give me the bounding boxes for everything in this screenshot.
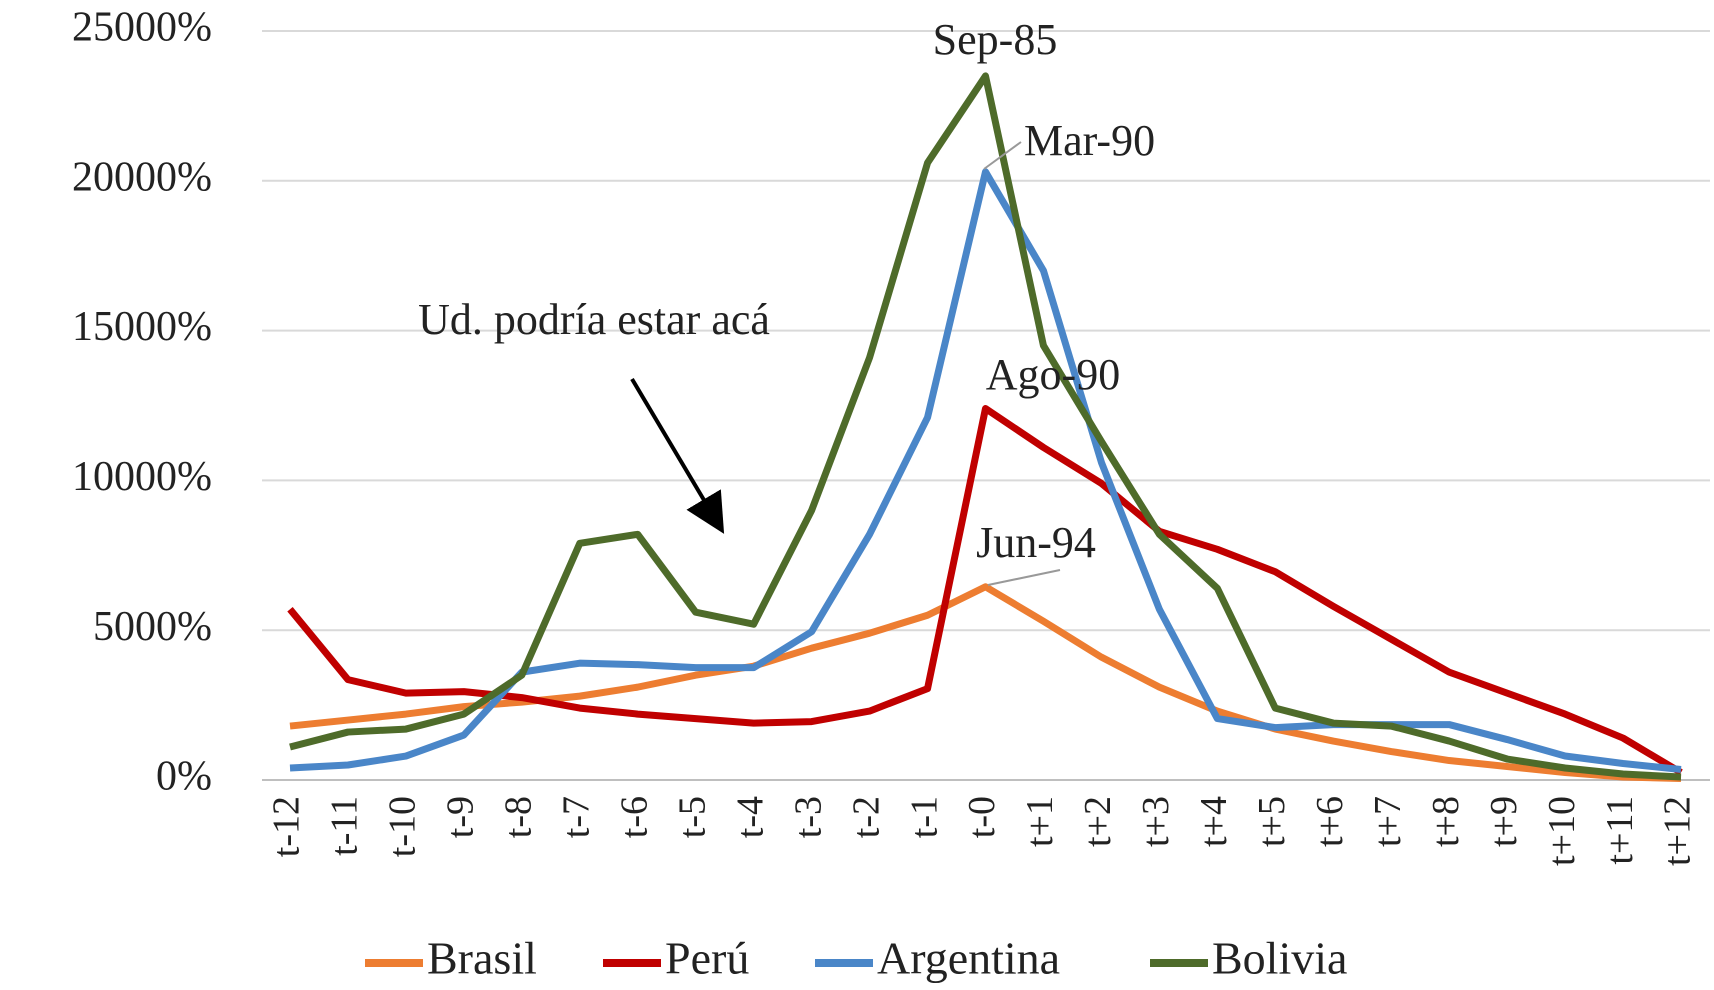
legend-label: Bolivia	[1212, 933, 1347, 984]
x-tick-label: t-1	[903, 796, 945, 838]
annotation: Ago-90	[986, 350, 1120, 399]
x-tick-label: t-7	[556, 796, 598, 838]
x-tick-label: t-11	[324, 796, 366, 856]
x-tick-label: t+1	[1019, 796, 1061, 847]
x-tick-label: t+12	[1657, 796, 1699, 866]
y-tick-label: 10000%	[72, 454, 212, 500]
y-tick-label: 15000%	[72, 304, 212, 350]
legend-label: Argentina	[877, 933, 1060, 984]
x-tick-label: t+5	[1251, 796, 1293, 847]
x-tick-label: t+2	[1077, 796, 1119, 847]
annotation: Sep-85	[933, 15, 1058, 64]
x-tick-label: t+6	[1309, 796, 1351, 847]
annotation: Ud. podría estar acá	[418, 295, 770, 344]
x-tick-label: t+10	[1541, 796, 1583, 866]
x-tick-label: t+3	[1135, 796, 1177, 847]
x-tick-label: t-10	[382, 796, 424, 857]
legend-label: Perú	[665, 933, 749, 984]
series-line	[289, 72, 1682, 781]
x-tick-label: t+9	[1483, 796, 1525, 847]
series-line	[287, 404, 1683, 776]
y-tick-label: 25000%	[72, 5, 212, 51]
plot: 0% 5000% 10000% 15000% 20000% 25000% t-12 t-11 t…	[72, 5, 1710, 984]
y-tick-label: 5000%	[93, 604, 212, 650]
x-tick-label: t+11	[1599, 796, 1641, 865]
leader-line	[983, 141, 1022, 170]
x-tick-label: t-0	[961, 796, 1003, 838]
leader-line	[987, 569, 1061, 586]
x-tick-label: t-2	[845, 796, 887, 838]
x-tick-label: t-5	[671, 796, 713, 838]
legend-label: Brasil	[427, 933, 537, 984]
x-tick-label: t-9	[440, 796, 482, 838]
annotation: Mar-90	[1024, 116, 1155, 165]
x-tick-label: t-12	[266, 796, 308, 857]
x-tick-label: t-4	[729, 796, 771, 838]
x-tick-label: t+8	[1425, 796, 1467, 847]
y-tick-label: 20000%	[72, 154, 212, 200]
series-line	[289, 583, 1682, 783]
x-tick-label: t-6	[613, 796, 655, 838]
annotation: Jun-94	[976, 518, 1096, 567]
x-tick-label: t-3	[787, 796, 829, 838]
x-tick-label: t-8	[498, 796, 540, 838]
y-tick-label: 0%	[156, 754, 212, 800]
x-tick-label: t+7	[1367, 796, 1409, 847]
arrow	[630, 377, 725, 534]
x-tick-label: t+4	[1193, 796, 1235, 847]
